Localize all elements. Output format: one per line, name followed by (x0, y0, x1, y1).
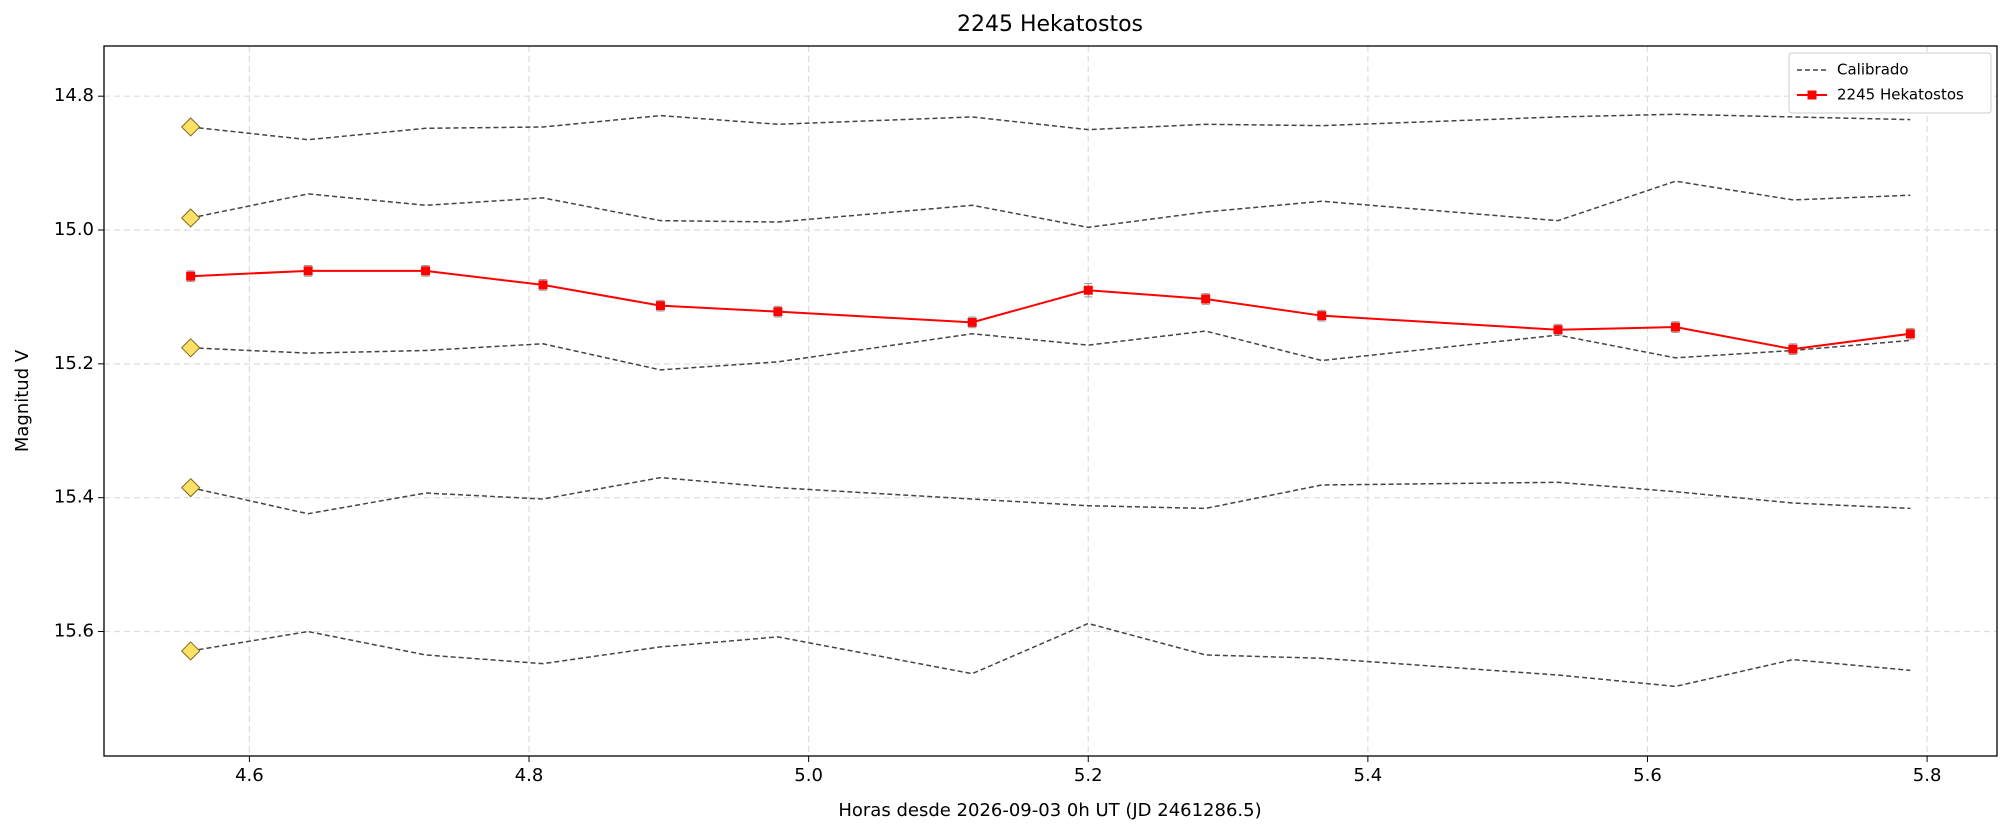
series-line (190, 113, 1911, 141)
start-marker (180, 117, 201, 137)
x-tick-label: 5.0 (794, 765, 823, 786)
legend-label: 2245 Hekatostos (1837, 86, 1964, 104)
point (1905, 329, 1915, 339)
point (1553, 325, 1563, 335)
point (186, 271, 196, 281)
x-tick-label: 4.8 (515, 765, 544, 786)
point (655, 301, 665, 311)
x-axis-label: Horas desde 2026-09-03 0h UT (JD 2461286… (838, 800, 1261, 821)
y-axis-label: Magnitud V (12, 349, 33, 452)
plot-frame (103, 45, 1998, 757)
x-tick-label: 5.8 (1913, 765, 1942, 786)
series-line (190, 622, 1911, 688)
x-tick-label: 5.6 (1633, 765, 1662, 786)
start-marker (180, 338, 201, 358)
legend-box (1788, 52, 1992, 114)
y-tick-label: 15.6 (54, 621, 94, 642)
point (421, 266, 431, 276)
y-tick-label: 14.8 (54, 85, 94, 106)
point (773, 307, 783, 317)
point (1670, 322, 1680, 332)
legend: Calibrado 2245 Hekatostos (1788, 52, 1992, 114)
legend-label: Calibrado (1837, 61, 1909, 79)
legend-marker (1807, 90, 1817, 100)
point (1317, 311, 1327, 321)
point (303, 266, 313, 276)
x-tick-label: 5.4 (1354, 765, 1383, 786)
point (1083, 285, 1093, 295)
start-marker (180, 208, 201, 228)
start-marker (180, 641, 201, 661)
series-line (190, 180, 1911, 229)
point (538, 280, 548, 290)
series-line (190, 476, 1911, 515)
chart-title: 2245 Hekatostos (957, 12, 1143, 37)
point (1788, 344, 1798, 354)
start-marker (180, 477, 201, 498)
point (1201, 294, 1211, 304)
x-tick-label: 5.2 (1074, 765, 1103, 786)
y-tick-label: 15.4 (54, 487, 94, 508)
x-tick-label: 4.6 (235, 765, 264, 786)
series-line (190, 269, 1911, 351)
y-tick-label: 15.2 (54, 353, 94, 374)
point (967, 317, 977, 327)
y-tick-label: 15.0 (54, 219, 94, 240)
